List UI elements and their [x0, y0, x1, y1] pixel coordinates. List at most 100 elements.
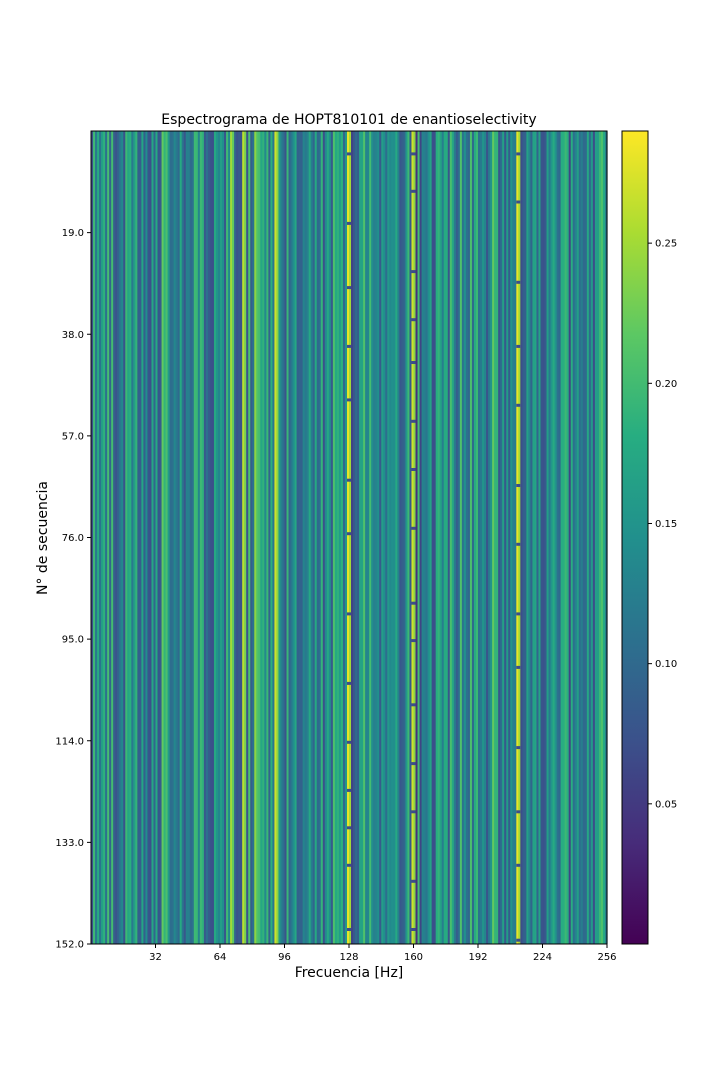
spectrogram-band: [207, 131, 211, 944]
spectrogram-band: [447, 131, 451, 944]
spectrogram-band: [270, 131, 274, 944]
x-tick-label: 256: [597, 952, 616, 963]
colorbar-axis: 0.05 0.10 0.15 0.20 0.25: [648, 239, 677, 810]
colorbar-tick-label: 0.05: [655, 799, 677, 810]
spectrogram-band: [314, 131, 318, 944]
spectrogram-band: [584, 131, 588, 944]
chart-title: Espectrograma de HOPT810101 de enantiose…: [161, 112, 536, 128]
spectrogram-band: [465, 131, 469, 944]
spectrogram-band: [230, 131, 233, 944]
spectrogram-band: [177, 131, 181, 944]
spectrogram-band: [457, 131, 461, 944]
spectrogram-band: [359, 131, 362, 944]
spectrogram-band: [248, 131, 251, 944]
spectrogram-band: [244, 131, 247, 944]
spectrogram-band: [211, 131, 215, 944]
spectrogram-band: [425, 131, 429, 944]
y-tick-label: 57.0: [62, 431, 84, 442]
spectrogram-band: [191, 131, 195, 944]
band-gap: [411, 879, 416, 883]
spectrogram-band: [433, 131, 437, 944]
spectrogram-band: [536, 131, 540, 944]
spectrogram-band: [395, 131, 398, 944]
spectrogram-band: [574, 131, 578, 944]
spectrogram-band: [282, 131, 286, 944]
spectrogram-band: [149, 131, 153, 944]
band-gap: [516, 152, 521, 156]
spectrogram-band: [129, 131, 132, 944]
band-gap: [411, 419, 416, 423]
spectrogram-band: [320, 131, 324, 944]
spectrogram-band: [355, 131, 358, 944]
spectrogram-band: [334, 131, 338, 944]
spectrogram-band: [381, 131, 384, 944]
spectrogram-band: [498, 131, 501, 944]
spectrogram-band: [179, 131, 183, 944]
spectrogram-band: [111, 131, 114, 944]
spectrogram-band: [322, 131, 326, 944]
spectrogram-band: [445, 131, 449, 944]
spectrogram-band: [512, 131, 515, 944]
spectrogram-band: [478, 131, 481, 944]
spectrogram-band: [558, 131, 562, 944]
spectrogram-band: [373, 131, 376, 944]
spectrogram-band: [316, 131, 320, 944]
spectrogram-band: [97, 131, 100, 944]
spectrogram-band: [93, 131, 96, 944]
spectrogram-band: [346, 131, 350, 944]
x-tick-label: 224: [533, 952, 552, 963]
band-gap: [516, 810, 521, 814]
spectrogram-band: [548, 131, 552, 944]
spectrogram-heatmap: [91, 131, 608, 944]
colorbar: [621, 130, 649, 945]
band-gap: [347, 612, 351, 616]
spectrogram-band: [238, 131, 241, 944]
spectrogram-band: [351, 131, 354, 944]
spectrogram-band: [429, 131, 433, 944]
band-gap: [516, 484, 521, 487]
spectrogram-band: [379, 131, 382, 944]
spectrogram-band: [161, 131, 165, 944]
spectrogram-band: [107, 131, 110, 944]
spectrogram-band: [405, 131, 409, 944]
spectrogram-band: [284, 131, 288, 944]
spectrogram-band: [530, 131, 534, 944]
spectrogram-band: [304, 131, 308, 944]
spectrogram-band: [393, 131, 396, 944]
band-gap: [516, 863, 521, 867]
spectrogram-band: [300, 131, 304, 944]
spectrogram-band: [167, 131, 171, 944]
band-gap: [411, 703, 416, 707]
spectrogram-band: [217, 131, 221, 944]
colorbar-tick-label: 0.10: [655, 659, 677, 670]
spectrogram-band: [482, 131, 485, 944]
spectrogram-band: [361, 131, 364, 944]
spectrogram-band: [562, 131, 566, 944]
spectrogram-band: [463, 131, 467, 944]
spectrogram-band: [242, 131, 245, 944]
spectrogram-band: [540, 131, 544, 944]
spectrogram-band: [234, 131, 237, 944]
spectrogram-band: [383, 131, 386, 944]
spectrogram-band: [576, 131, 580, 944]
band-gap: [516, 280, 521, 284]
spectrogram-band: [163, 131, 167, 944]
spectrogram-band: [492, 131, 495, 944]
spectrogram-band: [349, 131, 352, 944]
spectrogram-band: [538, 131, 542, 944]
spectrogram-band: [302, 131, 306, 944]
spectrogram-band: [175, 131, 179, 944]
spectrogram-band: [461, 131, 465, 944]
spectrogram-band: [353, 131, 356, 944]
band-gap: [347, 286, 351, 290]
spectrogram-band: [415, 131, 419, 944]
spectrogram-band: [226, 131, 229, 944]
spectrogram-band: [602, 131, 606, 944]
spectrogram-band: [403, 131, 407, 944]
spectrogram-band: [490, 131, 493, 944]
spectrogram-band: [205, 131, 209, 944]
spectrogram-band: [250, 131, 253, 944]
spectrogram-band: [504, 131, 507, 944]
spectrogram-band: [296, 131, 300, 944]
spectrogram-band: [604, 131, 608, 944]
